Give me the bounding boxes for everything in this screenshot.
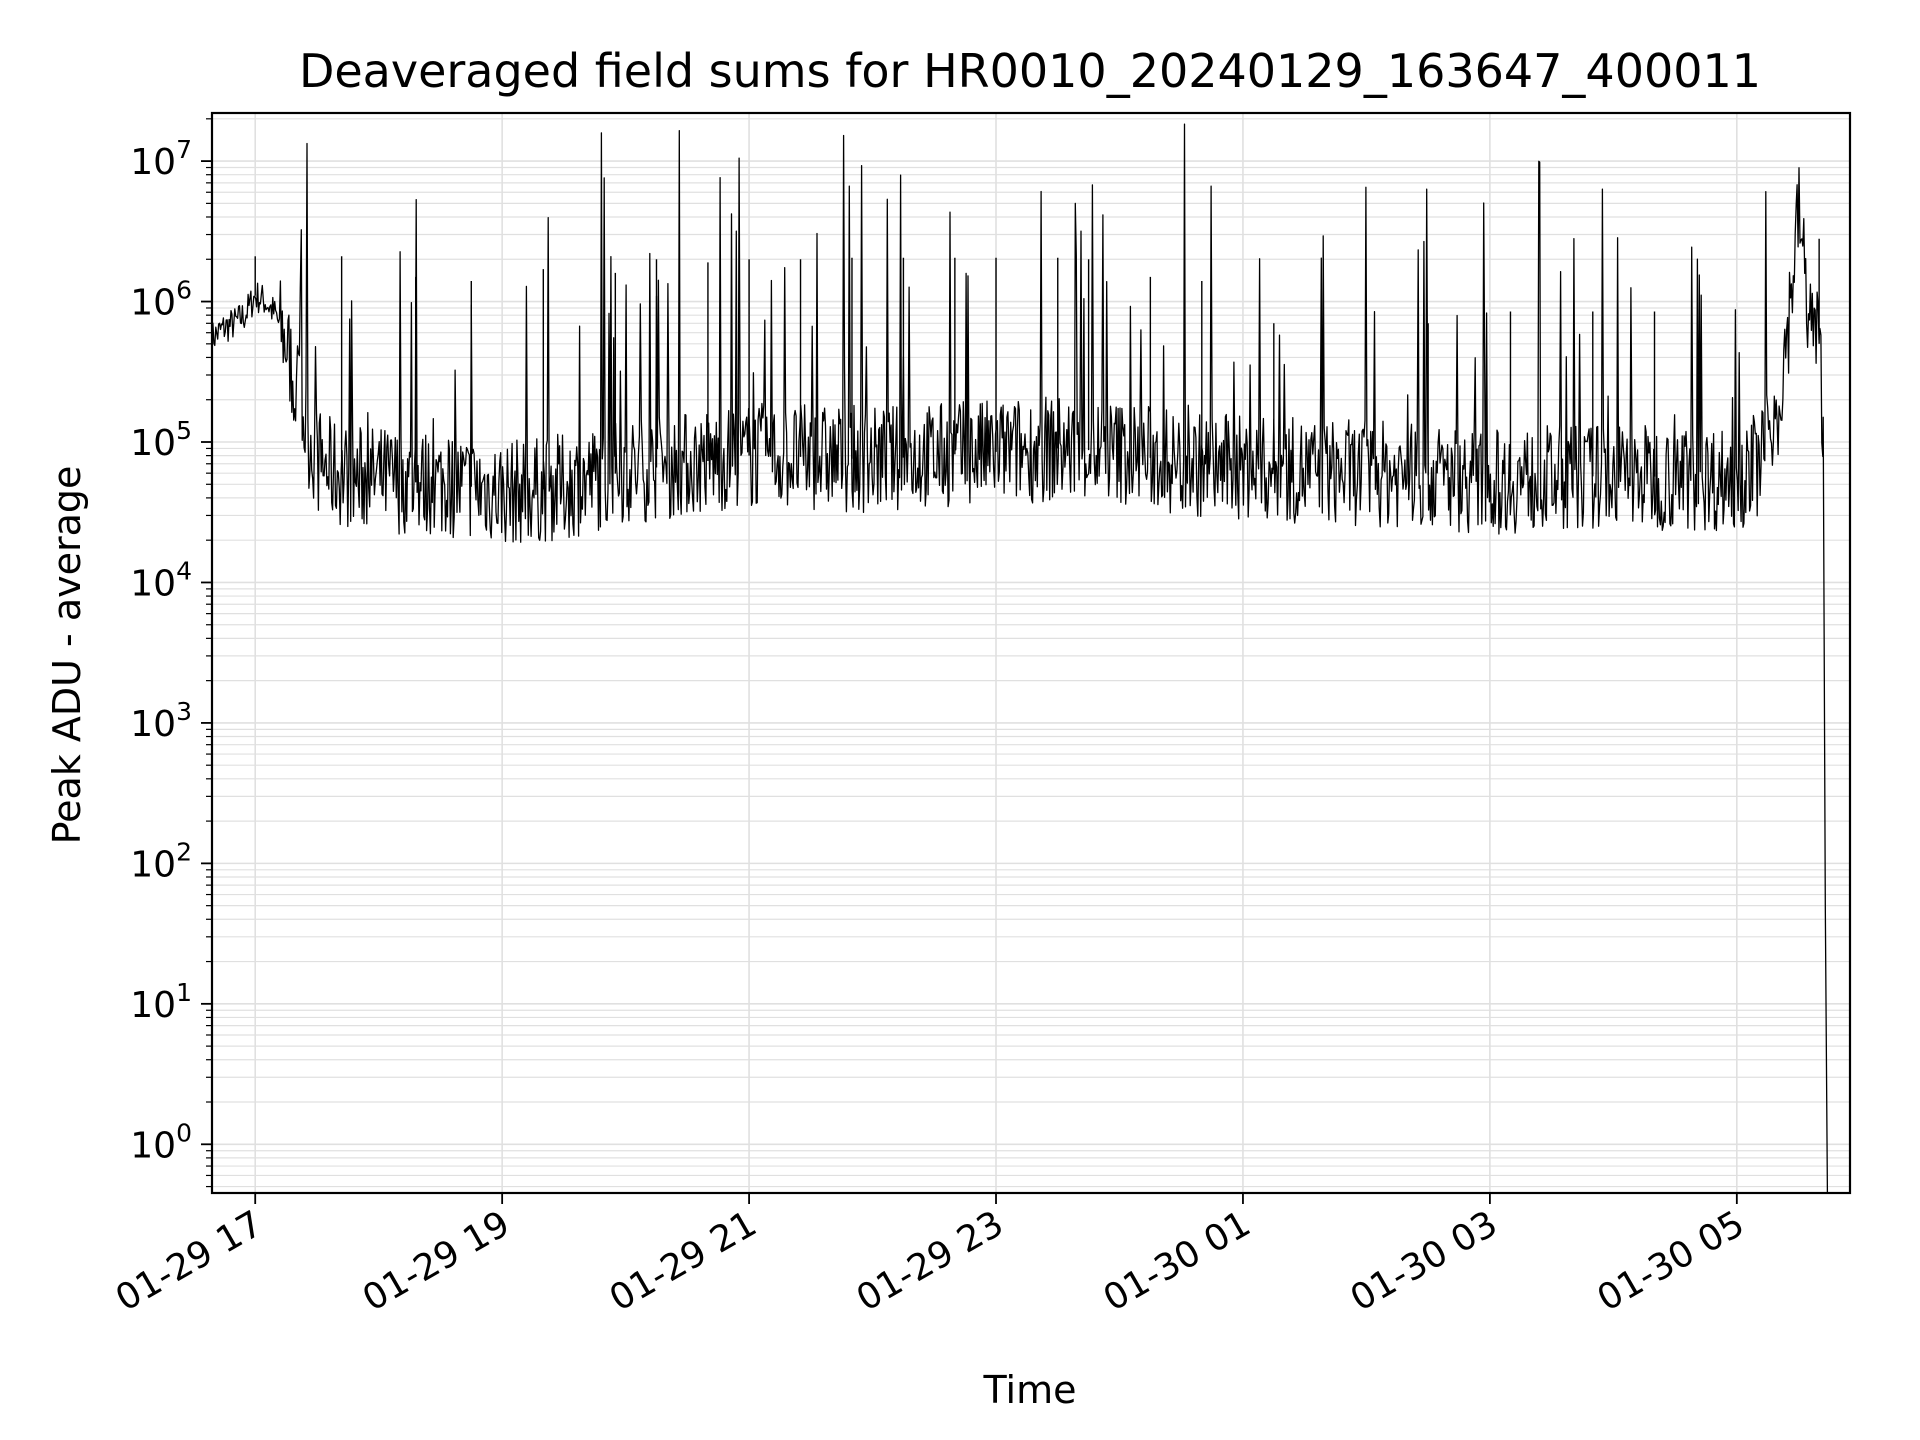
y-tick-label: 104 (130, 556, 192, 604)
y-tick-label: 100 (130, 1118, 192, 1166)
y-tick-label: 103 (130, 697, 192, 745)
series-layer (211, 123, 1829, 1194)
y-tick-label: 106 (130, 276, 192, 324)
series-line (211, 123, 1829, 1194)
y-axis-label: Peak ADU - average (45, 466, 89, 845)
y-tick-label: 107 (130, 135, 192, 183)
y-tick-label: 102 (130, 837, 192, 885)
chart-title: Deaveraged field sums for HR0010_2024012… (299, 44, 1761, 98)
y-tick-label: 105 (130, 416, 192, 464)
y-tick-label: 101 (130, 978, 192, 1026)
x-axis-label: Time (983, 1368, 1077, 1412)
plot-frame (210, 111, 1852, 1195)
